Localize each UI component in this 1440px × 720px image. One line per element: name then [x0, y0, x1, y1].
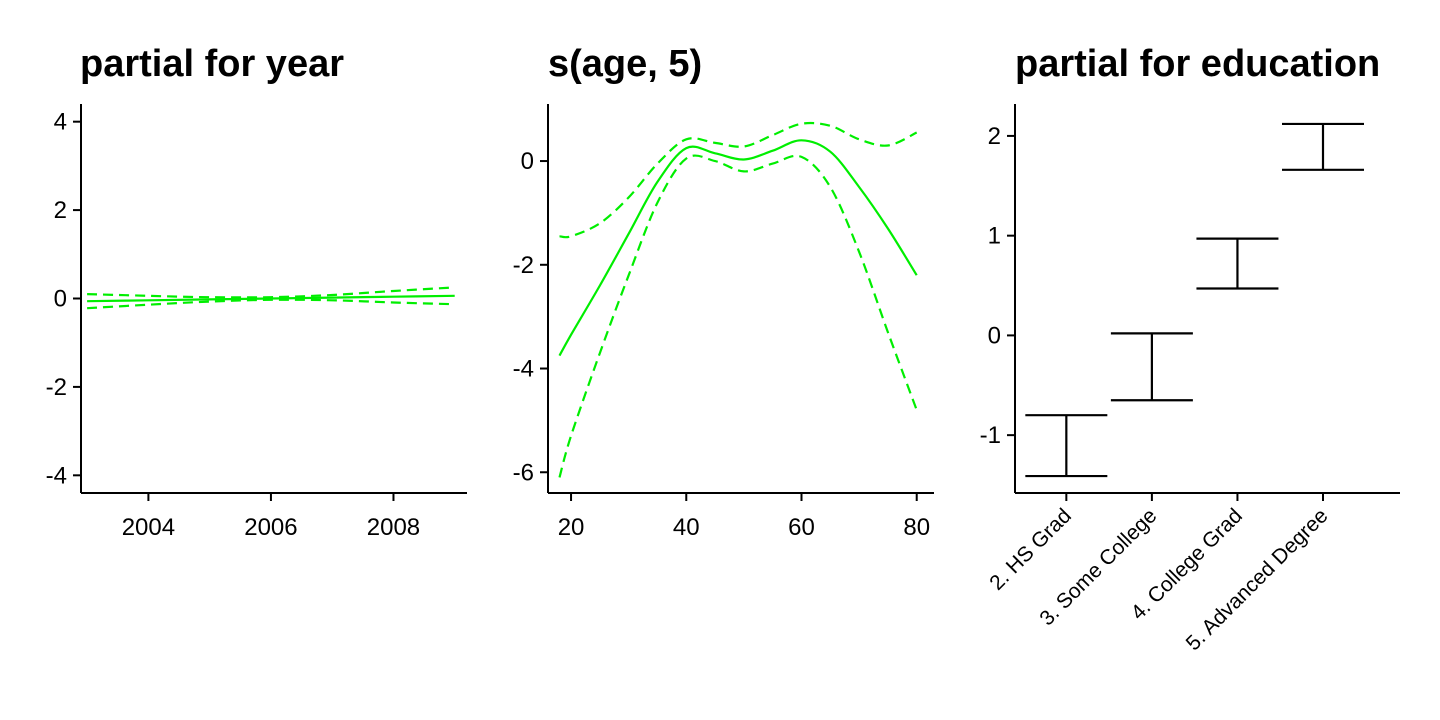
y-tick-label: 2: [54, 197, 67, 224]
y-tick-label: -2: [513, 252, 534, 279]
y-tick-label: -6: [513, 459, 534, 486]
panel-education-errorbars: [1025, 122, 1364, 478]
panel-age-axes: -6 -4 -2 0 20 40 60 80: [513, 104, 934, 541]
y-tick-label: 4: [54, 109, 67, 136]
x-tick-label: 2006: [244, 514, 297, 541]
panel-age-title: s(age, 5): [548, 43, 702, 85]
panel-education-title: partial for education: [1015, 43, 1380, 85]
y-tick-label: -4: [513, 356, 534, 383]
series-fit-line: [87, 294, 455, 303]
errorbar-4: [1282, 122, 1364, 171]
errorbar-2: [1110, 332, 1193, 402]
y-tick-label: 1: [988, 223, 1001, 250]
y-tick-label: 0: [521, 148, 534, 175]
x-tick-label: 40: [673, 514, 700, 541]
panel-age: s(age, 5) -6 -4 -2 0 20 40 60 80: [513, 43, 934, 541]
errorbar-3: [1196, 237, 1279, 290]
series-upper-line: [559, 121, 918, 239]
panel-year-axes: -4 -2 0 2 4 2004 2006 2008: [46, 104, 467, 541]
x-tick-label: 2004: [122, 514, 175, 541]
panel-age-series: [558, 121, 918, 478]
series-lower-line: [87, 298, 455, 310]
x-tick-label: 20: [558, 514, 585, 541]
series-fit-line: [558, 139, 918, 357]
errorbar-1: [1025, 414, 1108, 478]
series-lower-line: [558, 154, 918, 478]
x-tick-label: 2008: [367, 514, 420, 541]
x-tick-label: 5. Advanced Degree: [1182, 504, 1333, 655]
y-tick-label: -1: [980, 422, 1001, 449]
x-tick-label: 80: [903, 514, 930, 541]
y-tick-label: 0: [988, 322, 1001, 349]
x-tick-label: 60: [788, 514, 815, 541]
x-tick-label: 2. HS Grad: [985, 504, 1076, 595]
panel-year-series: [87, 286, 455, 310]
panel-year: partial for year -4 -2 0 2 4 2004 2006 2008: [46, 43, 467, 541]
series-upper-line: [87, 286, 455, 299]
y-tick-label: -2: [46, 374, 67, 401]
y-tick-label: -4: [46, 462, 67, 489]
panel-year-title: partial for year: [80, 43, 344, 85]
y-tick-label: 2: [988, 123, 1001, 150]
y-tick-label: 0: [54, 286, 67, 313]
